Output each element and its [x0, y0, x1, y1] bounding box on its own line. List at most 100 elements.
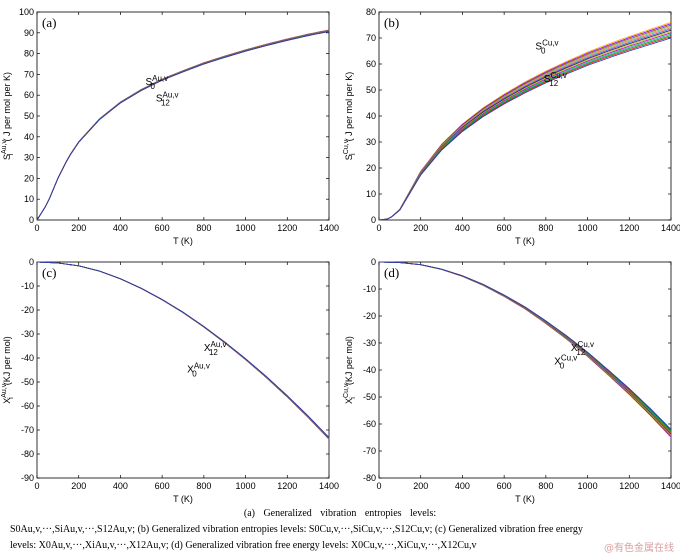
series-line-10 [378, 24, 672, 221]
y-tick-label: 50 [366, 85, 376, 95]
series-line-6 [36, 261, 330, 439]
figure: 0 200 400 600 800 1000 1200 1400010203040506070… [1, 7, 680, 504]
series-line-6 [36, 30, 330, 221]
y-tick-label: -80 [21, 449, 34, 459]
y-tick-label: -60 [363, 419, 376, 429]
series-line-8 [36, 30, 330, 221]
x-tick-label: 800 [196, 223, 211, 233]
y-tick-label: -10 [21, 281, 34, 291]
series-annotation-1: XAu,v 0 [187, 361, 210, 378]
y-tick-label: -20 [21, 305, 34, 315]
y-tick-label: -70 [21, 425, 34, 435]
series-line-3 [378, 33, 672, 221]
caption-line-1: (a) Generalized vibration entropies leve… [243, 508, 437, 519]
y-tick-label: 80 [24, 49, 34, 59]
y-tick-label: 0 [371, 257, 376, 267]
series-line-12 [36, 29, 330, 221]
y-tick-label: -30 [21, 329, 34, 339]
x-tick-label: 600 [497, 481, 512, 491]
y-tick-label: 20 [366, 163, 376, 173]
series-line-4 [378, 261, 672, 433]
panel-label: (c) [42, 265, 56, 280]
y-tick-label: -90 [21, 473, 34, 483]
y-tick-label: -10 [363, 284, 376, 294]
x-tick-label: 1200 [619, 223, 639, 233]
series-line-7 [378, 261, 672, 435]
series-line-11 [36, 261, 330, 440]
series-line-5 [378, 261, 672, 434]
x-axis-label: T (K) [515, 236, 535, 246]
series-line-2 [378, 35, 672, 221]
series-line-11 [36, 29, 330, 221]
series-line-1 [378, 36, 672, 221]
series-line-9 [378, 261, 672, 436]
chart-panel-2: 0 200 400 600 800 1000 1200 1400 0 10 20 30 40 50 60 70… [343, 7, 680, 246]
x-tick-label: 400 [113, 223, 128, 233]
series-annotation-1: SCu,v 12 [544, 71, 567, 88]
chart-panel-1: 0 200 400 600 800 1000 1200 1400 0 10 20 30 40 50 60 70… [1, 7, 339, 246]
chart-panel-4: 0 200 400 600 800 1000 1200 1400 0 -10 -20 -30 -40 -5… [343, 257, 680, 504]
y-tick-label: -20 [363, 311, 376, 321]
y-tick-label: -80 [363, 473, 376, 483]
x-tick-label: 1200 [277, 223, 297, 233]
series-line-10 [378, 261, 672, 437]
x-tick-label: 200 [413, 223, 428, 233]
y-axis-label: SAu,vi ( J per mol per K) [1, 72, 15, 160]
series-line-3 [36, 30, 330, 221]
y-axis-label: SCu,vi ( J per mol per K) [343, 72, 357, 160]
series-line-2 [36, 30, 330, 221]
panel-label: (b) [384, 15, 399, 30]
series-line-10 [36, 29, 330, 221]
y-tick-label: 90 [24, 28, 34, 38]
y-tick-label: 10 [24, 194, 34, 204]
y-axis-label: XCu,vi (KJ per mol) [343, 336, 357, 404]
caption-line-2: S0Au,v,···,SiAu,v,···,S12Au,v; (b) Gener… [10, 524, 583, 535]
x-tick-label: 600 [155, 481, 170, 491]
series-line-9 [36, 29, 330, 221]
series-line-11 [378, 23, 672, 221]
x-tick-label: 800 [538, 481, 553, 491]
series-annotation-0: XAu,v 12 [204, 340, 227, 357]
chart-panel-3: 0 200 400 600 800 1000 1200 1400 0 -10 -20 -30 -40 -5… [1, 257, 339, 504]
series-line-12 [378, 261, 672, 438]
series-annotation-0: XCu,v 12 [571, 340, 594, 357]
x-tick-label: 0 [34, 481, 39, 491]
x-tick-label: 1200 [277, 481, 297, 491]
y-tick-label: -60 [21, 401, 34, 411]
watermark: @有色金属在线 [604, 543, 674, 554]
y-tick-label: 60 [366, 59, 376, 69]
x-tick-label: 600 [155, 223, 170, 233]
y-tick-label: 70 [24, 69, 34, 79]
series-annotation-1: SAu,v 12 [156, 90, 179, 107]
x-tick-label: 800 [196, 481, 211, 491]
series-line-5 [378, 31, 672, 221]
x-tick-label: 1000 [578, 481, 598, 491]
series-line-1 [36, 31, 330, 221]
x-tick-label: 0 [376, 481, 381, 491]
caption-line-3: levels: X0Au,v,···,XiAu,v,···,X12Au,v; (… [10, 540, 477, 551]
x-tick-label: 0 [34, 223, 39, 233]
series-annotation-1: XCu,v 0 [554, 354, 577, 371]
y-tick-label: 30 [366, 137, 376, 147]
x-tick-label: 1400 [661, 481, 680, 491]
y-tick-label: 40 [24, 132, 34, 142]
series-line-8 [36, 261, 330, 439]
x-axis-label: T (K) [173, 236, 193, 246]
series-annotation-0: SCu,v 0 [535, 39, 558, 56]
y-tick-label: 70 [366, 33, 376, 43]
plot-frame [36, 261, 330, 479]
x-tick-label: 200 [413, 481, 428, 491]
series-line-3 [378, 261, 672, 432]
series-line-2 [36, 261, 330, 439]
series-line-1 [36, 261, 330, 438]
series-line-1 [378, 261, 672, 431]
x-tick-label: 600 [497, 223, 512, 233]
x-tick-label: 1000 [578, 223, 598, 233]
y-tick-label: -40 [363, 365, 376, 375]
y-tick-label: 10 [366, 189, 376, 199]
y-tick-label: 0 [29, 257, 34, 267]
series-line-9 [36, 261, 330, 440]
series-line-4 [36, 261, 330, 439]
series-line-0 [36, 261, 330, 438]
y-tick-label: 0 [371, 215, 376, 225]
